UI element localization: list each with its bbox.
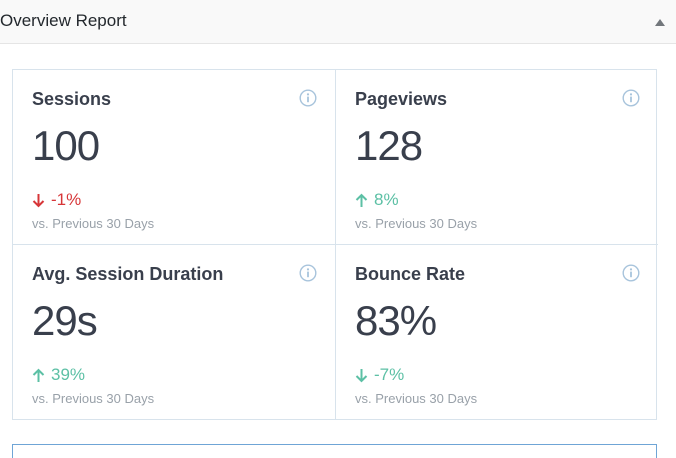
- metric-value: 100: [32, 122, 100, 169]
- metric-card-bounce-rate: Bounce Rate 83% -7% vs. Previous 30 Days: [336, 245, 658, 420]
- arrow-down-icon: [355, 368, 368, 382]
- metric-card-pageviews: Pageviews 128 8% vs. Previous 30 Days: [336, 70, 658, 245]
- info-circle-icon[interactable]: [622, 89, 640, 107]
- metric-card-avg-session-duration: Avg. Session Duration 29s 39% vs. Previo…: [13, 245, 336, 420]
- metric-value: 29s: [32, 297, 98, 344]
- metric-value: 128: [355, 122, 423, 169]
- metric-label: Pageviews: [355, 89, 448, 109]
- metric-compare-text: vs. Previous 30 Days: [32, 391, 155, 406]
- arrow-down-icon: [32, 193, 45, 207]
- metric-change-value: 8%: [374, 190, 399, 209]
- next-panel-edge: [12, 444, 657, 458]
- arrow-up-icon: [355, 193, 368, 207]
- collapse-toggle-button[interactable]: [650, 12, 670, 32]
- metric-change: 8%: [355, 190, 399, 210]
- metric-label: Sessions: [32, 89, 112, 109]
- arrow-up-icon: [32, 368, 45, 382]
- metric-value: 83%: [355, 297, 437, 344]
- panel-header: Overview Report: [0, 0, 676, 44]
- metric-change: -1%: [32, 190, 81, 210]
- metric-label: Avg. Session Duration: [32, 264, 224, 284]
- metric-compare-text: vs. Previous 30 Days: [355, 216, 478, 231]
- metric-label: Bounce Rate: [355, 264, 466, 284]
- metric-change: -7%: [355, 365, 404, 385]
- overview-metrics-grid: Sessions 100 -1% vs. Previous 30 Days Pa…: [12, 69, 658, 420]
- info-circle-icon[interactable]: [299, 264, 317, 282]
- panel-title: Overview Report: [0, 11, 127, 30]
- metric-compare-text: vs. Previous 30 Days: [355, 391, 478, 406]
- metric-change-value: -7%: [374, 365, 405, 384]
- metric-change: 39%: [32, 365, 85, 385]
- info-circle-icon[interactable]: [299, 89, 317, 107]
- metric-change-value: 39%: [51, 365, 86, 384]
- metric-compare-text: vs. Previous 30 Days: [32, 216, 155, 231]
- metric-card-sessions: Sessions 100 -1% vs. Previous 30 Days: [13, 70, 336, 245]
- triangle-up-icon: [655, 18, 665, 26]
- info-circle-icon[interactable]: [622, 264, 640, 282]
- metric-change-value: -1%: [51, 190, 82, 209]
